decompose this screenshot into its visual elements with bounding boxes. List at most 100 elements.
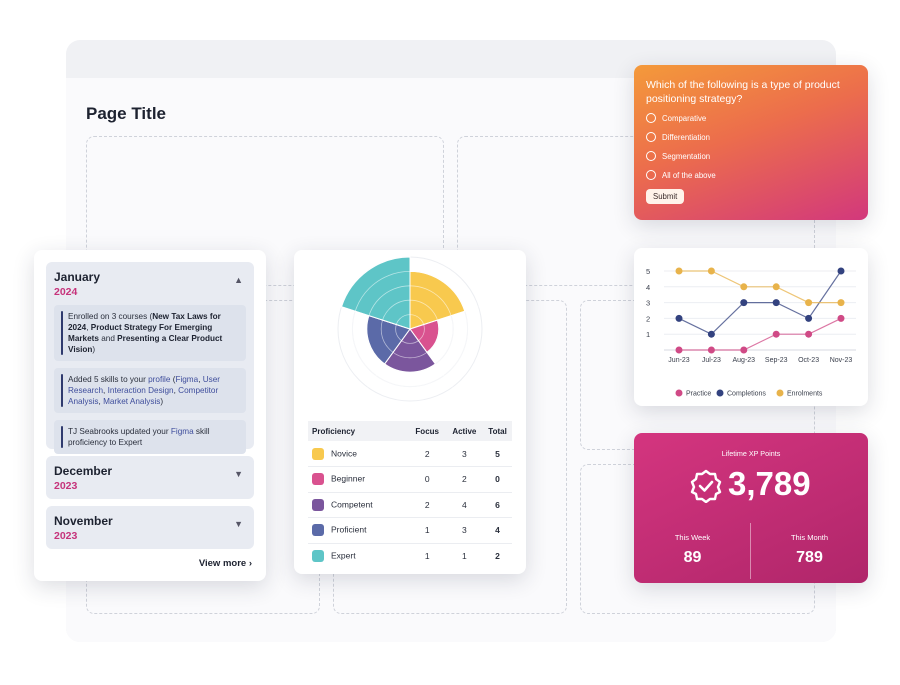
- activity-entry: TJ Seabrooks updated your Figma skill pr…: [54, 420, 246, 454]
- proficiency-name: Competent: [331, 499, 373, 509]
- view-more-link[interactable]: View more ›: [199, 558, 252, 569]
- x-tick-label: Oct-23: [798, 357, 819, 364]
- radio-icon[interactable]: [646, 151, 656, 161]
- polar-segment-expert[interactable]: [340, 256, 411, 330]
- proficiency-polar-chart: [337, 256, 483, 402]
- data-point-completions[interactable]: [837, 267, 845, 275]
- entry-link[interactable]: Interaction Design: [107, 386, 174, 395]
- chevron-right-icon: ›: [248, 558, 252, 569]
- quiz-question: Which of the following is a type of prod…: [646, 79, 840, 105]
- active-cell: 1: [461, 551, 467, 561]
- activity-entries: Enrolled on 3 courses (New Tax Laws for …: [54, 305, 246, 454]
- data-point-practice[interactable]: [837, 314, 845, 322]
- view-more-label: View more: [198, 558, 247, 569]
- proficiency-name: Proficient: [331, 524, 367, 535]
- x-tick-label: Jul-23: [702, 357, 721, 364]
- data-point-completions[interactable]: [772, 299, 780, 307]
- chevron-down-icon[interactable]: ▼: [234, 519, 243, 529]
- table-row: Expert 1 1 2: [308, 543, 512, 569]
- submit-button[interactable]: Submit: [646, 189, 685, 204]
- data-point-completions[interactable]: [707, 330, 715, 338]
- data-point-enrolments[interactable]: [837, 299, 845, 307]
- this-month-label: This Month: [790, 533, 829, 542]
- entry-link[interactable]: Figma: [170, 427, 194, 436]
- data-point-completions[interactable]: [805, 314, 813, 322]
- entry-text: Presenting a Clear Product Vision: [68, 334, 223, 354]
- data-point-enrolments[interactable]: [707, 267, 715, 275]
- entry-text: ,: [198, 375, 203, 384]
- proficiency-card: Proficiency Focus Active Total Novice 2 3 5…: [294, 250, 526, 574]
- page-title: Page Title: [86, 104, 166, 123]
- active-cell: 3: [445, 517, 484, 544]
- data-point-practice[interactable]: [772, 330, 780, 338]
- quiz-option[interactable]: All of the above: [646, 168, 856, 182]
- month-january[interactable]: January 2024 ▲ Enrolled on 3 courses (Ne…: [46, 262, 254, 454]
- legend-marker: [776, 389, 784, 397]
- active-cell: 4: [445, 492, 484, 518]
- entry-text: Added 5 skills to your: [68, 375, 149, 384]
- polar-spoke: [341, 306, 411, 330]
- radio-icon[interactable]: [646, 113, 656, 123]
- xp-card: Lifetime XP Points 3,789 This Week 89 Th…: [634, 433, 868, 583]
- y-tick-label: 1: [646, 330, 650, 339]
- entry-link[interactable]: Competitor Analysis: [68, 386, 219, 406]
- entry-link[interactable]: profile: [148, 375, 171, 384]
- data-point-completions[interactable]: [740, 299, 748, 307]
- focus-cell: 0: [408, 466, 446, 493]
- quiz-option[interactable]: Comparative: [646, 111, 856, 125]
- color-swatch: [312, 524, 324, 537]
- xp-total-value: 3,789: [728, 465, 811, 502]
- month-december[interactable]: December 2023 ▼: [46, 456, 254, 499]
- table-row: Competent 2 4 6: [308, 492, 512, 518]
- radio-icon[interactable]: [646, 170, 656, 180]
- data-point-enrolments[interactable]: [740, 283, 748, 291]
- series-line-enrolments: [679, 270, 841, 304]
- entry-text: (: [170, 375, 176, 384]
- active-cell: 2: [445, 466, 484, 493]
- data-point-practice[interactable]: [675, 346, 683, 354]
- proficiency-name-cell: Novice: [308, 441, 409, 467]
- entry-link[interactable]: Figma: [175, 375, 199, 384]
- total-cell: 5: [483, 441, 512, 467]
- data-point-practice[interactable]: [707, 346, 715, 354]
- entry-link[interactable]: User Research: [68, 375, 221, 395]
- y-tick-label: 5: [646, 267, 650, 276]
- radio-icon[interactable]: [646, 132, 656, 142]
- chevron-down-icon[interactable]: ▼: [234, 469, 243, 479]
- table-row: Novice 2 3 5: [308, 441, 512, 467]
- this-week-label: This Week: [674, 533, 711, 542]
- month-november[interactable]: November 2023 ▼: [46, 506, 254, 549]
- data-point-practice[interactable]: [805, 330, 813, 338]
- proficiency-name: Novice: [331, 447, 357, 458]
- proficiency-name: Expert: [331, 550, 356, 561]
- activity-card: January 2024 ▲ Enrolled on 3 courses (Ne…: [34, 250, 266, 581]
- option-label: Comparative: [662, 113, 707, 123]
- total-cell: 4: [483, 517, 512, 544]
- data-point-completions[interactable]: [675, 314, 683, 322]
- column-header: Active: [445, 421, 484, 441]
- column-header: Proficiency: [308, 421, 409, 441]
- data-point-enrolments[interactable]: [675, 267, 683, 275]
- data-point-practice[interactable]: [740, 346, 748, 354]
- entry-link[interactable]: Market Analysis: [103, 397, 161, 406]
- polar-spoke: [367, 328, 411, 388]
- total-cell: 6: [483, 492, 512, 518]
- y-tick-label: 2: [646, 314, 650, 323]
- focus-cell: 2: [408, 492, 446, 518]
- legend-label: Completions: [727, 391, 766, 398]
- entry-text: ,: [173, 386, 179, 395]
- focus-cell: 1: [408, 517, 446, 544]
- data-point-enrolments[interactable]: [805, 299, 813, 307]
- data-point-enrolments[interactable]: [772, 283, 780, 291]
- chevron-up-icon[interactable]: ▲: [234, 275, 243, 285]
- award-badge-icon: [690, 469, 722, 503]
- legend-marker: [716, 389, 724, 397]
- entry-text: Enrolled on 3 courses (: [68, 312, 153, 321]
- quiz-option[interactable]: Segmentation: [646, 149, 856, 163]
- quiz-option[interactable]: Differentiation: [646, 130, 856, 144]
- activity-line-chart-card: 1 2 3 4 5 Jun-23 Jul-23 Aug-23 Sep-23 Oct-23 Nov-2…: [634, 248, 868, 406]
- x-tick-label: Nov-23: [830, 357, 853, 364]
- option-label: Differentiation: [662, 132, 710, 142]
- total-cell: 0: [483, 466, 512, 493]
- series-line-practice: [679, 317, 842, 351]
